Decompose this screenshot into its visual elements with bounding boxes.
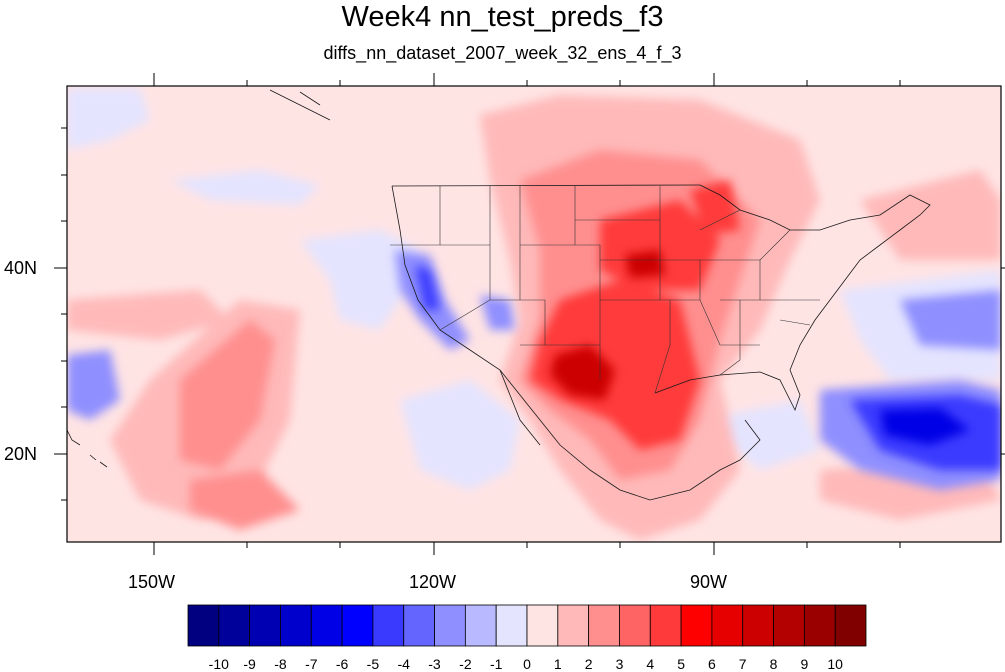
- colorbar-box: [834, 604, 867, 647]
- colorbar-label: -3: [428, 656, 441, 672]
- colorbar-box: [588, 604, 620, 647]
- colorbar-box: [187, 604, 220, 647]
- colorbar-label: 5: [677, 656, 685, 672]
- colorbar-label: 3: [615, 656, 624, 672]
- colorbar-label: 6: [707, 656, 716, 672]
- colorbar-label: -4: [397, 656, 410, 672]
- map-subtitle: diffs_nn_dataset_2007_week_32_ens_4_f_3: [323, 43, 682, 63]
- axis-ticks: [54, 73, 1005, 555]
- colorbar-box: [372, 604, 405, 647]
- colorbar-label: 8: [769, 656, 778, 672]
- colorbar-box: [464, 604, 497, 647]
- colorbar-box: [341, 604, 374, 647]
- colorbar-box: [803, 604, 836, 647]
- lat-label-20n: 20N: [4, 444, 38, 464]
- colorbar-label: -9: [243, 656, 256, 672]
- colorbar-box: [619, 604, 651, 647]
- lon-label-90w: 90W: [690, 572, 728, 592]
- colorbar-box: [403, 604, 435, 647]
- colorbar-label: -5: [366, 656, 380, 672]
- colorbar-label: -2: [459, 656, 472, 672]
- lon-label-120w: 120W: [409, 572, 457, 592]
- colorbar-box: [649, 604, 682, 647]
- lon-label-150w: 150W: [128, 572, 176, 592]
- colorbar-box: [711, 604, 744, 647]
- colorbar-label: 2: [584, 656, 593, 672]
- map-title: Week4 nn_test_preds_f3: [341, 1, 664, 33]
- field-level-neg6: [880, 408, 970, 445]
- colorbar-box: [526, 604, 559, 647]
- colorbar-label: 10: [827, 656, 843, 672]
- colorbar-label: -6: [335, 656, 349, 672]
- colorbar-box: [495, 604, 528, 647]
- colorbar-label: -1: [489, 656, 503, 672]
- colorbar-box: [434, 604, 466, 647]
- contour-field: [67, 86, 1001, 542]
- colorbar-box: [310, 604, 343, 647]
- colorbar-label: 1: [553, 656, 562, 672]
- colorbar-box: [557, 604, 590, 647]
- colorbar-label: -7: [305, 656, 318, 672]
- coastlines: [67, 89, 931, 501]
- colorbar-box: [773, 604, 805, 647]
- field-level-7: [550, 250, 665, 400]
- colorbar-label: -8: [274, 656, 287, 672]
- colorbar-label: -10: [208, 656, 229, 672]
- colorbar-box: [280, 604, 312, 647]
- colorbar-box: [218, 604, 251, 647]
- lat-label-40n: 40N: [4, 258, 38, 278]
- state-borders: [390, 186, 820, 394]
- colorbar-label: 4: [646, 656, 655, 672]
- colorbar: [187, 604, 867, 647]
- colorbar-box: [680, 604, 713, 647]
- colorbar-label: 0: [523, 656, 531, 672]
- colorbar-box: [742, 604, 774, 647]
- colorbar-label: 9: [800, 656, 809, 672]
- colorbar-box: [249, 604, 281, 647]
- colorbar-label: 7: [738, 656, 747, 672]
